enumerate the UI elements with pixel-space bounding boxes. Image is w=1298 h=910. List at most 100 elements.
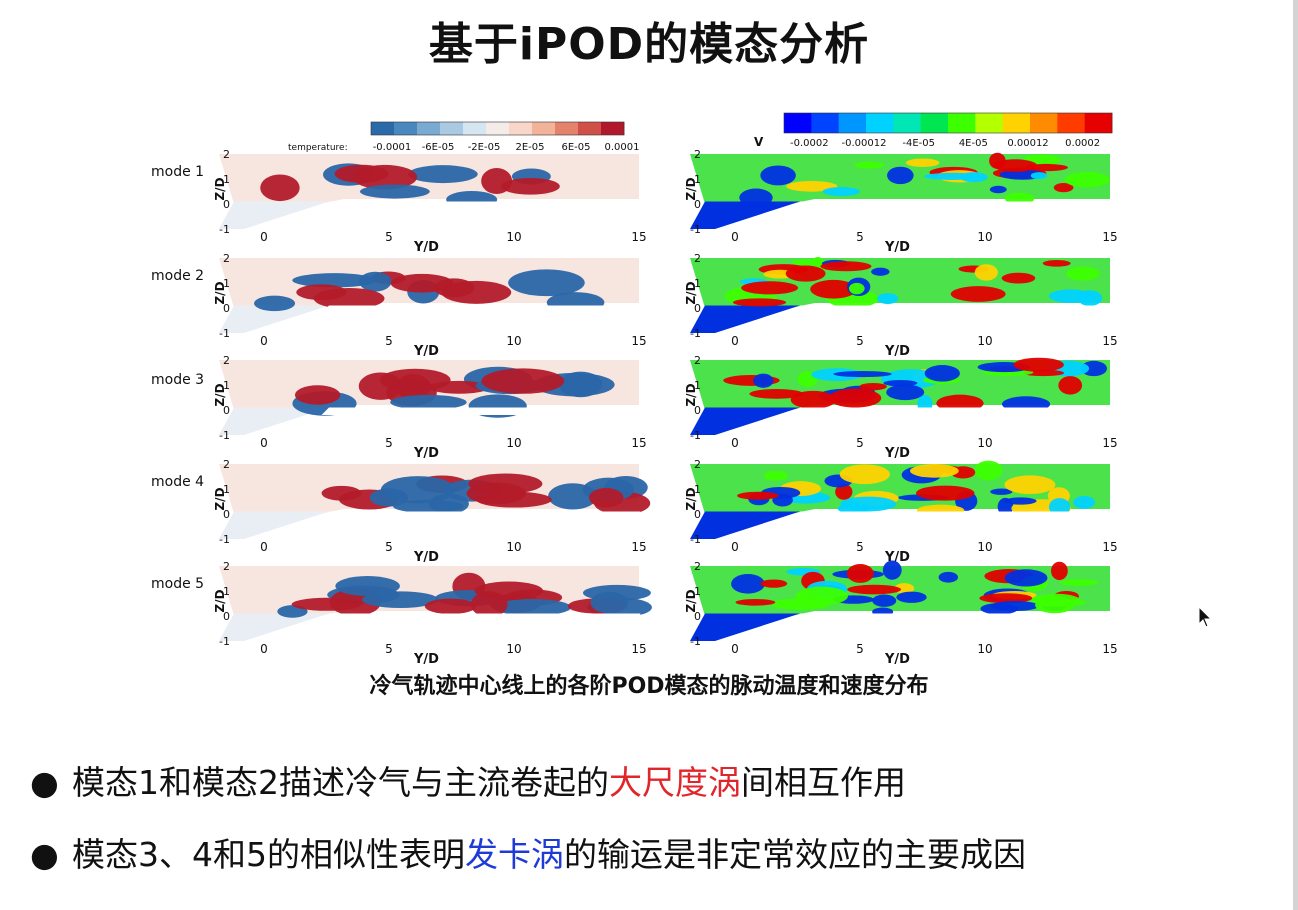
flow-structure — [501, 177, 560, 195]
flow-structure — [839, 464, 890, 485]
flow-structure — [1035, 596, 1075, 614]
velocity-mode-panel: 210-10 5 10 15Y/DZ/D — [684, 252, 1118, 359]
pod-mode-figure: temperature: -0.0001 -6E-05 -2E-05 2E-05 6E-0… — [151, 112, 1118, 667]
y-tick-label: 2 — [694, 354, 701, 367]
colorbar-swatch — [440, 122, 464, 135]
y-tick-label: 0 — [694, 404, 701, 417]
flow-structure — [739, 188, 773, 207]
flow-structure — [1048, 289, 1093, 303]
flow-structure — [1013, 357, 1064, 372]
mouse-cursor-icon — [1198, 606, 1213, 628]
flow-structure — [854, 161, 885, 169]
y-tick-label: 2 — [694, 560, 701, 573]
flow-structure — [924, 365, 960, 382]
y-axis-label: Z/D — [684, 487, 698, 510]
y-tick-label: 0 — [223, 302, 230, 315]
bullet-item-1: ● 模态1和模态2描述冷气与主流卷起的大尺度涡间相互作用 — [30, 756, 906, 804]
colorbar-tick-label: 0.00012 — [1007, 138, 1048, 149]
x-tick-label: 15 — [631, 436, 646, 450]
flow-structure — [871, 267, 890, 276]
velocity-mode-panel: 210-10 5 10 15Y/DZ/D — [684, 148, 1118, 255]
colorbar-frame — [783, 112, 1113, 134]
x-tick-label: 5 — [856, 334, 864, 348]
flow-structure — [770, 598, 831, 610]
inlet-region — [219, 407, 329, 435]
flow-structure — [990, 600, 1040, 611]
x-tick-label: 10 — [977, 334, 992, 348]
flow-structure — [741, 281, 799, 295]
x-tick-label: 0 — [260, 540, 268, 554]
colorbar-swatch — [532, 122, 556, 135]
x-tick-label: 0 — [731, 334, 739, 348]
flow-structure — [1053, 183, 1074, 193]
y-tick-label: 0 — [223, 198, 230, 211]
x-tick-label: 15 — [631, 230, 646, 244]
y-tick-label: 0 — [694, 508, 701, 521]
flow-structure — [1004, 569, 1048, 587]
colorbar-swatch — [1030, 113, 1058, 133]
wall-band — [321, 201, 641, 209]
flow-structure — [732, 298, 787, 307]
flow-structure — [989, 185, 1007, 194]
colorbar-swatch — [555, 122, 579, 135]
x-axis-label: Y/D — [413, 344, 439, 359]
colorbar-tick-label: 6E-05 — [561, 142, 590, 153]
flow-structure — [848, 282, 865, 295]
flow-structure — [590, 591, 629, 614]
flow-structure — [428, 380, 490, 394]
x-tick-label: 0 — [260, 642, 268, 656]
y-axis-label: Z/D — [684, 383, 698, 406]
colorbar-swatch — [601, 122, 625, 135]
flow-structure — [938, 571, 958, 583]
colorbar-tick-label: -4E-05 — [902, 138, 935, 149]
flow-structure — [753, 373, 774, 388]
x-tick-label: 10 — [506, 436, 521, 450]
flow-structure — [820, 261, 872, 272]
wall-band — [792, 511, 1112, 519]
wall-band — [321, 305, 641, 313]
flow-structure — [1030, 172, 1048, 180]
colorbar-swatch — [509, 122, 533, 135]
x-tick-label: 0 — [731, 436, 739, 450]
colorbar-swatch — [578, 122, 602, 135]
colorbar-tick-label: -0.0002 — [790, 138, 829, 149]
y-tick-label: 0 — [694, 610, 701, 623]
flow-structure — [910, 464, 959, 478]
flow-structure — [872, 594, 897, 607]
y-tick-label: 2 — [223, 148, 230, 161]
temperature-colorbar: temperature: -0.0001 -6E-05 -2E-05 2E-05 6E-0… — [288, 121, 640, 153]
y-axis-label: Z/D — [684, 281, 698, 304]
flow-structure — [790, 390, 836, 409]
flow-structure — [763, 470, 789, 481]
x-tick-label: 15 — [1102, 642, 1117, 656]
x-tick-label: 10 — [977, 540, 992, 554]
flow-structure — [749, 388, 804, 399]
colorbar-tick-label: -2E-05 — [468, 142, 501, 153]
bullet-text: 模态3、4和5的相似性表明 — [72, 835, 465, 874]
y-axis-label: Z/D — [684, 589, 698, 612]
x-tick-label: 10 — [506, 230, 521, 244]
flow-structure — [1001, 272, 1036, 284]
y-tick-label: -1 — [219, 635, 230, 648]
flow-structure — [989, 152, 1006, 169]
flow-structure — [260, 174, 300, 202]
x-tick-label: 0 — [260, 334, 268, 348]
x-tick-label: 5 — [385, 230, 393, 244]
x-tick-label: 15 — [1102, 334, 1117, 348]
y-tick-label: 1 — [694, 483, 701, 496]
colorbar-tick-label: 0.0001 — [605, 142, 640, 153]
x-tick-label: 15 — [1102, 540, 1117, 554]
inlet-region — [690, 613, 800, 641]
flow-structure — [835, 483, 853, 500]
y-tick-label: -1 — [690, 635, 701, 648]
y-tick-label: -1 — [219, 223, 230, 236]
x-tick-label: 0 — [260, 230, 268, 244]
y-tick-label: 0 — [223, 610, 230, 623]
x-axis-label: Y/D — [413, 240, 439, 255]
colorbar-swatch — [1002, 113, 1031, 133]
x-tick-label: 5 — [856, 642, 864, 656]
wall-band — [321, 613, 641, 621]
flow-structure — [441, 280, 512, 304]
x-tick-label: 0 — [731, 642, 739, 656]
colorbar-label: V — [754, 135, 764, 149]
